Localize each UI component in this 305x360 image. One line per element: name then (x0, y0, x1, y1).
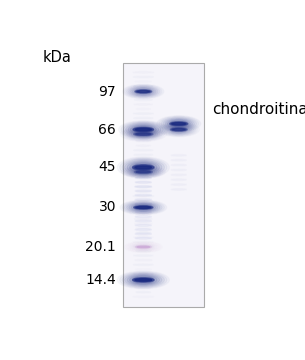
Ellipse shape (133, 127, 153, 132)
Ellipse shape (133, 126, 154, 133)
Ellipse shape (134, 170, 152, 174)
Ellipse shape (131, 204, 156, 211)
Ellipse shape (127, 202, 160, 213)
Text: kDa: kDa (43, 50, 72, 65)
Ellipse shape (132, 276, 155, 284)
Ellipse shape (132, 168, 155, 175)
Ellipse shape (130, 275, 157, 285)
Ellipse shape (122, 159, 164, 176)
Ellipse shape (135, 90, 152, 93)
Ellipse shape (135, 129, 151, 131)
Text: 30: 30 (99, 201, 116, 215)
Ellipse shape (135, 166, 152, 169)
Ellipse shape (169, 120, 188, 127)
Ellipse shape (135, 279, 152, 281)
Bar (123, 63, 203, 307)
Ellipse shape (133, 165, 154, 170)
Ellipse shape (170, 122, 188, 126)
Ellipse shape (123, 122, 163, 137)
Ellipse shape (168, 126, 190, 133)
Ellipse shape (170, 126, 188, 133)
Text: 20.1: 20.1 (85, 240, 116, 254)
Ellipse shape (130, 125, 156, 134)
Ellipse shape (122, 273, 164, 287)
Ellipse shape (124, 202, 162, 213)
Ellipse shape (134, 132, 153, 136)
Ellipse shape (167, 120, 190, 128)
Ellipse shape (132, 88, 154, 95)
Text: 14.4: 14.4 (85, 273, 116, 287)
Text: 45: 45 (99, 161, 116, 174)
Ellipse shape (165, 119, 192, 129)
Text: chondroitinase: chondroitinase (212, 102, 305, 117)
Ellipse shape (127, 274, 160, 285)
Ellipse shape (134, 206, 153, 209)
Ellipse shape (135, 246, 151, 248)
Ellipse shape (135, 89, 152, 95)
Ellipse shape (163, 118, 195, 130)
Ellipse shape (130, 162, 157, 173)
Ellipse shape (137, 90, 150, 93)
Ellipse shape (170, 128, 187, 131)
Ellipse shape (134, 169, 153, 175)
Ellipse shape (125, 274, 162, 286)
Ellipse shape (136, 171, 150, 173)
Ellipse shape (172, 129, 185, 131)
Ellipse shape (133, 278, 154, 282)
Ellipse shape (132, 163, 155, 172)
Ellipse shape (128, 124, 159, 135)
Ellipse shape (129, 86, 158, 97)
Ellipse shape (161, 117, 196, 130)
Ellipse shape (166, 125, 192, 134)
Ellipse shape (133, 204, 153, 211)
Ellipse shape (129, 203, 158, 212)
Ellipse shape (126, 123, 161, 136)
Ellipse shape (125, 160, 162, 175)
Ellipse shape (133, 131, 153, 137)
Ellipse shape (131, 130, 156, 138)
Ellipse shape (136, 133, 151, 135)
Ellipse shape (131, 87, 156, 96)
Ellipse shape (137, 246, 149, 248)
Ellipse shape (172, 123, 186, 125)
Text: 97: 97 (99, 85, 116, 99)
Ellipse shape (136, 206, 151, 208)
Ellipse shape (127, 161, 160, 174)
Text: 66: 66 (99, 122, 116, 136)
